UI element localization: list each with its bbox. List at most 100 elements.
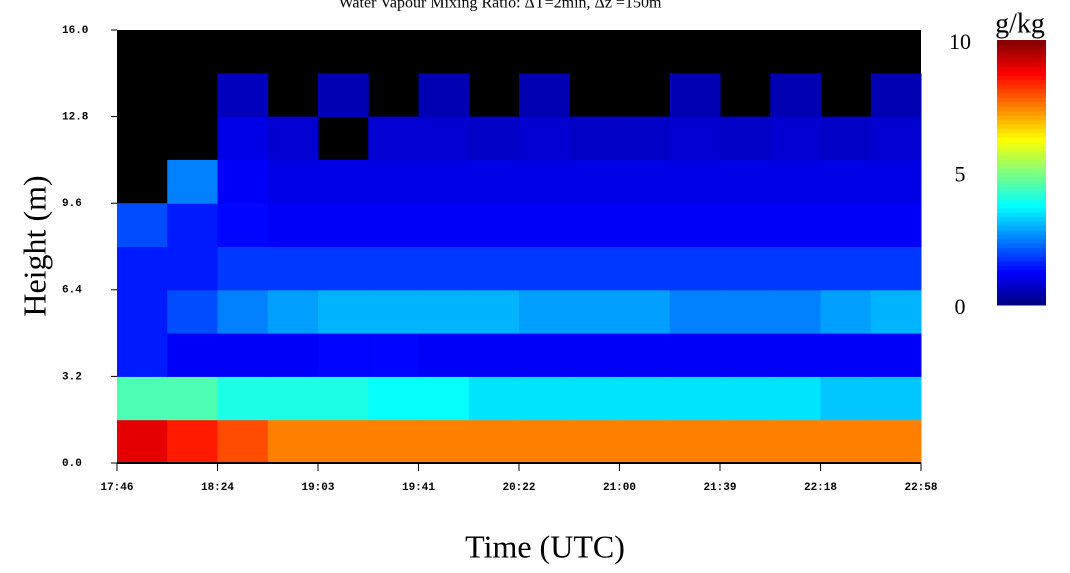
colorbar-segment [997,132,1046,138]
heatmap-cell [368,376,419,421]
heatmap-cell [117,246,168,291]
colorbar-segment [997,40,1046,45]
heatmap-cell [167,419,218,464]
x-tick-label: 18:24 [201,482,234,494]
heatmap-cell [820,203,872,247]
x-tick-label: 21:39 [703,482,736,494]
heatmap-cell [418,203,470,247]
colorbar-segment [997,269,1046,275]
colorbar-segment [997,256,1046,262]
heatmap-cell [217,159,269,204]
x-tick-label: 20:22 [502,482,535,494]
heatmap-cell [820,289,872,334]
colorbar-segment [997,278,1046,284]
heatmap-cell [267,116,319,161]
colorbar-segment [997,159,1046,165]
heatmap-cell [117,289,168,334]
heatmap-cell [870,376,922,421]
colorbar-segment [997,181,1046,187]
heatmap-cell [820,116,872,161]
heatmap-cell [770,419,821,464]
colorbar-segment [997,296,1046,302]
heatmap-cell [318,333,369,377]
colorbar-segment [997,62,1046,67]
heatmap-cell [870,73,922,118]
heatmap-cell [418,159,470,204]
heatmap-cell [720,289,771,334]
heatmap-cell [267,289,319,334]
colorbar-segment [997,300,1046,306]
heatmap-cell [318,419,369,464]
heatmap-cell [468,246,520,291]
heatmap-cell [519,419,570,464]
heatmap-cell [217,419,269,464]
colorbar-segment [997,97,1046,103]
heatmap-cell [619,246,671,291]
colorbar-segment [997,265,1046,271]
colorbar-segment [997,221,1046,226]
heatmap-cell [619,376,671,421]
heatmap-cell [720,246,771,291]
colorbar-segment [997,234,1046,240]
heatmap-cell [368,246,419,291]
colorbar-segment [997,137,1046,143]
heatmap-cell [418,333,470,377]
colorbar-segment [997,238,1046,244]
heatmap-cell [117,376,168,421]
heatmap-cell [217,333,269,377]
heatmap-cell [669,289,721,334]
chart-title: Water Vapour Mixing Ratio: ΔT=2min, Δz =… [339,0,662,12]
heatmap-cell [669,333,721,377]
heatmap-cell [117,203,168,247]
heatmap-cell [418,116,470,161]
heatmap-cell [870,116,922,161]
colorbar-segment [997,282,1046,288]
colorbar-segment [997,119,1046,125]
colorbar-segment [997,176,1046,182]
colorbar-segment [997,168,1046,173]
heatmap-cell [368,203,419,247]
heatmap-cell [870,246,922,291]
heatmap-cell [418,376,470,421]
y-tick-label: 9.6 [62,198,82,210]
colorbar-segment [997,216,1046,222]
heatmap-cell [368,159,419,204]
heatmap-cell [318,73,369,118]
heatmap-cell [569,246,620,291]
x-tick-label: 17:46 [100,482,133,494]
heatmap-cell [267,419,319,464]
heatmap-cell [267,246,319,291]
colorbar-segment [997,123,1046,129]
heatmap-cell [519,116,570,161]
colorbar-segment [997,75,1046,81]
heatmap-cell [217,203,269,247]
heatmap-cell [418,73,470,118]
colorbar-segment [997,291,1046,297]
colorbar-segment [997,247,1046,253]
heatmap-cell [217,116,269,161]
heatmap-cell [267,203,319,247]
heatmap-cell [569,159,620,204]
heatmap-cell [820,159,872,204]
colorbar-segment [997,212,1046,218]
heatmap-cell [820,376,872,421]
colorbar-segment [997,93,1046,98]
colorbar-segment [997,260,1046,266]
y-tick-label: 6.4 [62,285,82,297]
heatmap-cell [770,289,821,334]
heatmap-cell [870,159,922,204]
x-tick-label: 19:03 [301,482,334,494]
heatmap-cell [519,73,570,118]
heatmap-cell [720,376,771,421]
heatmap-cell [770,73,821,118]
colorbar-segment [997,199,1046,204]
heatmap-cell [569,333,620,377]
heatmap-cell [167,159,218,204]
heatmap-cell [669,116,721,161]
colorbar-segment [997,53,1046,59]
heatmap-cell [669,73,721,118]
heatmap-cell [870,289,922,334]
heatmap-cell [519,289,570,334]
heatmap-cell [569,289,620,334]
heatmap-cell [569,419,620,464]
